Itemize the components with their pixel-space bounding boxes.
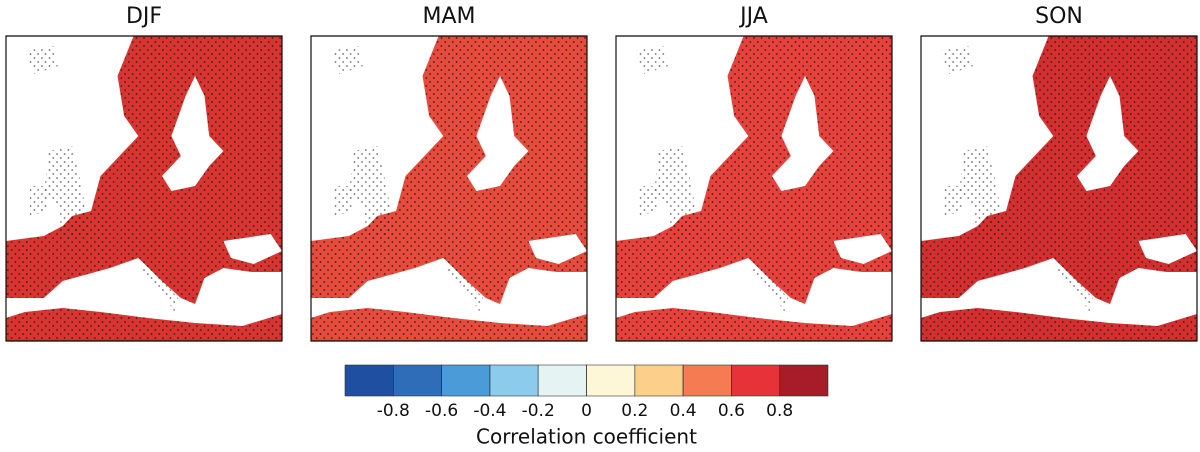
colorbar-bin xyxy=(441,364,491,397)
frame xyxy=(5,35,283,342)
colorbar-tick-label: 0 xyxy=(581,401,592,421)
frame xyxy=(310,35,588,342)
map-panel xyxy=(920,35,1198,342)
map-panel xyxy=(615,35,893,342)
panel-title: SON xyxy=(1035,4,1083,29)
panel-title: DJF xyxy=(126,4,162,29)
map-panel xyxy=(5,35,283,342)
colorbar-tick-label: -0.6 xyxy=(425,401,458,421)
frame xyxy=(615,35,893,342)
colorbar-tick-label: 0.8 xyxy=(766,401,793,421)
colorbar-bin xyxy=(392,364,442,397)
colorbar-tick-label: 0.4 xyxy=(670,401,697,421)
colorbar-bin xyxy=(682,364,732,397)
colorbar-tick-label: 0.6 xyxy=(718,401,745,421)
colorbar-bin xyxy=(731,364,781,397)
frame xyxy=(920,35,1198,342)
colorbar-tick-label: 0.2 xyxy=(621,401,648,421)
colorbar-bin xyxy=(537,364,587,397)
map-panel xyxy=(310,35,588,342)
colorbar-bin xyxy=(779,364,829,397)
colorbar-label: Correlation coefficient xyxy=(476,425,697,449)
colorbar-tick-label: -0.4 xyxy=(473,401,506,421)
panel-title: JJA xyxy=(738,4,768,29)
colorbar-tick-label: -0.2 xyxy=(522,401,555,421)
colorbar-bin xyxy=(344,364,394,397)
panel-title: MAM xyxy=(422,4,475,29)
colorbar-bin xyxy=(489,364,539,397)
colorbar-bin xyxy=(586,364,636,397)
colorbar-tick-label: -0.8 xyxy=(377,401,410,421)
colorbar-bin xyxy=(634,364,684,397)
